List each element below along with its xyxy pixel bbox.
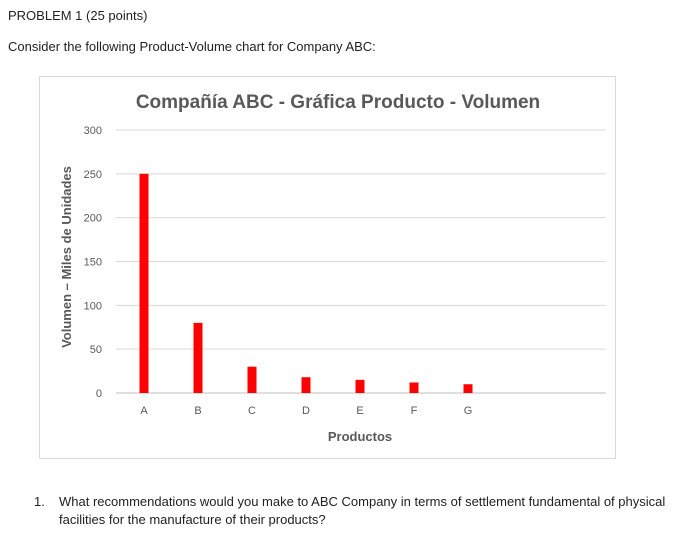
chart-container: Compañía ABC - Gráfica Producto - Volume… <box>39 76 616 459</box>
bar-C <box>247 366 257 393</box>
bar-chart: Compañía ABC - Gráfica Producto - Volume… <box>59 92 606 444</box>
y-tick-label: 0 <box>96 388 102 400</box>
chart-title: Compañía ABC - Gráfica Producto - Volume… <box>136 92 540 113</box>
bar-F <box>409 382 419 393</box>
y-tick-label: 100 <box>84 300 102 312</box>
bar-B <box>193 322 203 393</box>
question-text: What recommendations would you make to A… <box>59 494 666 527</box>
problem-title: PROBLEM 1 (25 points) <box>8 8 148 23</box>
question-number: 1. <box>34 494 45 509</box>
bar-D <box>301 377 311 393</box>
question-1: 1. What recommendations would you make t… <box>34 493 674 529</box>
x-tick-label: E <box>356 405 363 417</box>
y-tick-label: 50 <box>90 344 102 356</box>
y-tick-label: 150 <box>84 257 102 269</box>
bar-A <box>139 173 149 393</box>
y-tick-label: 300 <box>84 125 102 137</box>
x-tick-label: A <box>140 405 148 417</box>
y-tick-label: 200 <box>84 213 102 225</box>
bar-G <box>463 384 473 393</box>
x-tick-label: F <box>411 405 418 417</box>
bar-E <box>355 379 365 393</box>
x-tick-label: D <box>302 405 310 417</box>
x-tick-label: C <box>248 405 256 417</box>
y-tick-label: 250 <box>84 169 102 181</box>
x-axis-label: Productos <box>328 429 392 444</box>
x-tick-label: G <box>464 405 473 417</box>
x-tick-label: B <box>194 405 201 417</box>
intro-text: Consider the following Product-Volume ch… <box>8 39 376 54</box>
y-axis-label: Volumen – Miles de Unidades <box>59 166 74 348</box>
